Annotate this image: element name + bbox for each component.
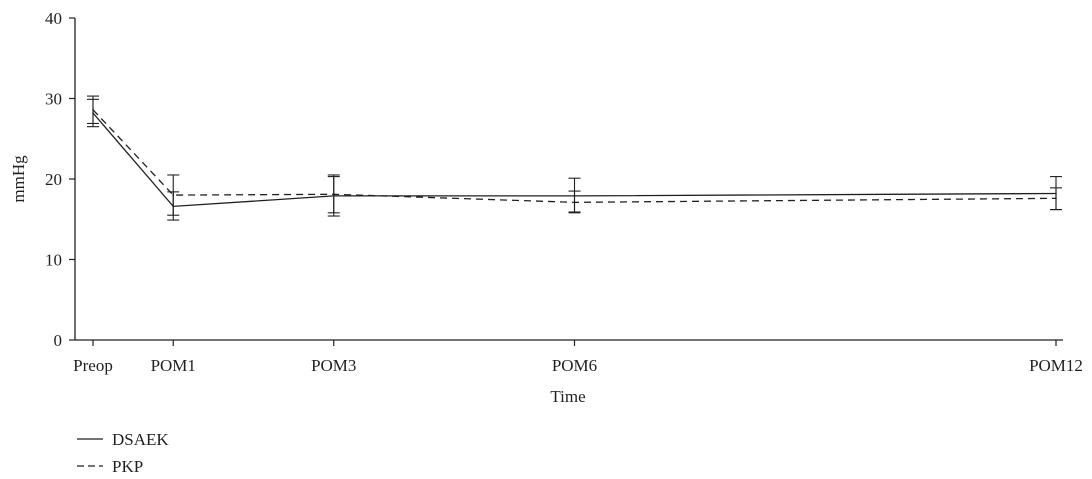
legend-item: DSAEK [77,430,169,449]
data-point [1055,197,1057,200]
data-point [92,108,94,111]
series-layer [87,95,1062,221]
data-point [172,194,175,196]
y-axis: 0 10 20 30 40 mmHg [9,9,76,350]
y-tick-label: 10 [45,251,62,270]
x-tick-label: POM6 [552,356,597,375]
x-tick-label: Preop [73,356,113,375]
legend: DSAEK PKP [77,430,169,476]
legend-label: DSAEK [112,430,169,449]
legend-label: PKP [112,457,143,476]
y-tick-label: 40 [45,9,62,28]
x-tick-label: POM12 [1029,356,1083,375]
y-tick-label: 20 [45,170,62,189]
x-axis-label: Time [550,387,585,406]
legend-item: PKP [77,457,143,476]
data-point [332,193,335,196]
x-tick-label: POM3 [311,356,356,375]
error-bar [568,190,581,213]
series-pkp [87,95,1062,216]
x-tick-label: POM1 [151,356,196,375]
y-tick-label: 0 [54,331,63,350]
y-tick-label: 30 [45,90,62,109]
y-axis-label: mmHg [9,155,28,203]
data-point [573,201,576,204]
x-axis: Preop POM1 POM3 POM6 POM12 Time [73,339,1083,406]
